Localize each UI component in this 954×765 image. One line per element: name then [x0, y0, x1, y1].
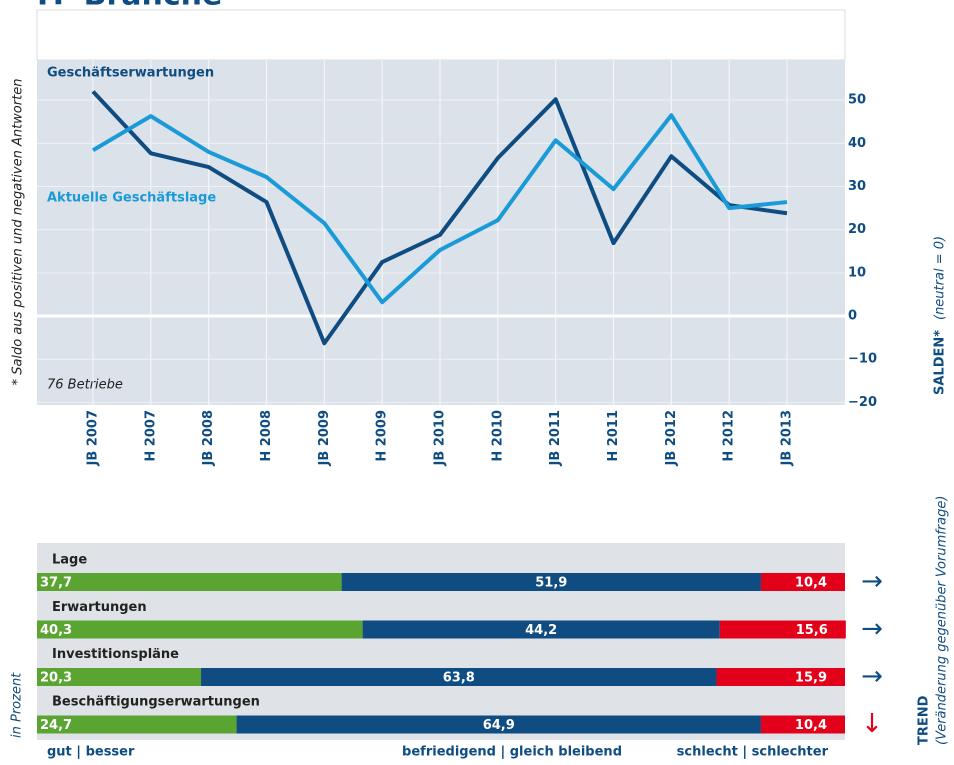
trend-arrow: → [861, 662, 883, 692]
legend-label: Geschäftserwartungen [47, 66, 214, 81]
value-label: 15,6 [796, 623, 828, 638]
x-tick-label: JB 2010 [433, 410, 448, 466]
value-label: 44,2 [525, 623, 557, 638]
annotation: 76 Betriebe [47, 378, 123, 393]
y-tick-label: 50 [848, 93, 866, 108]
row-label: Investitionspläne [52, 647, 179, 662]
series-line [91, 113, 788, 305]
value-label: 10,4 [795, 718, 827, 733]
row-label: Erwartungen [52, 600, 147, 615]
trend-note: (Veränderung gegenüber Vorumfrage) [935, 496, 950, 745]
trend-arrow: → [861, 567, 883, 597]
trend-arrow: ↓ [861, 709, 883, 739]
row-label: Beschäftigungserwartungen [52, 694, 260, 709]
x-tick-label: JB 2013 [780, 410, 795, 466]
y-axis-label: SALDEN* [933, 330, 948, 395]
bar-segment [760, 573, 845, 591]
x-tick-label: H 2012 [722, 410, 737, 462]
bar-segment [37, 715, 237, 734]
value-label: 24,7 [40, 718, 72, 733]
y-axis-note: (neutral = 0) [933, 236, 948, 320]
y-tick-label: 10 [848, 265, 866, 280]
y-tick-label: 40 [848, 136, 866, 151]
x-tick-label: H 2008 [259, 410, 274, 462]
x-tick-label: H 2009 [375, 410, 390, 462]
row-label: Lage [52, 553, 87, 568]
legend-label: gut | besser [47, 745, 135, 760]
bar-segment [201, 668, 717, 686]
value-label: 40,3 [40, 623, 72, 638]
value-label: 64,9 [483, 718, 515, 733]
chart-title: IT–Branche [37, 0, 222, 13]
bar-area [37, 543, 845, 740]
x-tick-label: H 2007 [143, 410, 158, 462]
legend-label: befriedigend | gleich bleibend [402, 745, 622, 760]
bar-segment [719, 620, 846, 639]
bar-segment [341, 573, 761, 591]
x-axis-label: in Prozent [10, 672, 25, 738]
x-tick-label: JB 2009 [317, 410, 332, 466]
trend-title: TREND [917, 695, 932, 745]
series-line [91, 90, 788, 346]
x-tick-label: JB 2007 [86, 410, 101, 466]
value-label: 63,8 [443, 671, 475, 686]
bar-segment [37, 620, 363, 639]
value-label: 15,9 [795, 671, 827, 686]
bar-segment [716, 668, 845, 686]
value-label: 37,7 [40, 576, 72, 591]
y-tick-label: 20 [848, 222, 866, 237]
value-label: 20,3 [40, 671, 72, 686]
bar-segment [760, 715, 845, 734]
x-tick-label: JB 2012 [664, 410, 679, 466]
footnote: * Saldo aus positiven und negativen Antw… [11, 79, 26, 386]
x-tick-label: H 2011 [606, 410, 621, 462]
y-tick-label: 0 [848, 309, 857, 324]
y-tick-label: 30 [848, 179, 866, 194]
x-tick-label: JB 2011 [548, 410, 563, 466]
y-tick-label: −20 [848, 395, 877, 410]
bar-segment [37, 668, 202, 686]
bar-segment [37, 573, 342, 591]
legend-label: Aktuelle Geschäftslage [47, 191, 216, 206]
x-tick-label: H 2010 [490, 410, 505, 462]
value-label: 10,4 [795, 576, 827, 591]
title-box [36, 9, 846, 61]
bar-segment [362, 620, 720, 639]
value-label: 51,9 [535, 576, 567, 591]
bar-segment [236, 715, 761, 734]
y-tick-label: −10 [848, 352, 877, 367]
x-tick-label: JB 2008 [201, 410, 216, 466]
trend-arrow: → [861, 614, 883, 644]
legend-label: schlecht | schlechter [677, 745, 829, 760]
